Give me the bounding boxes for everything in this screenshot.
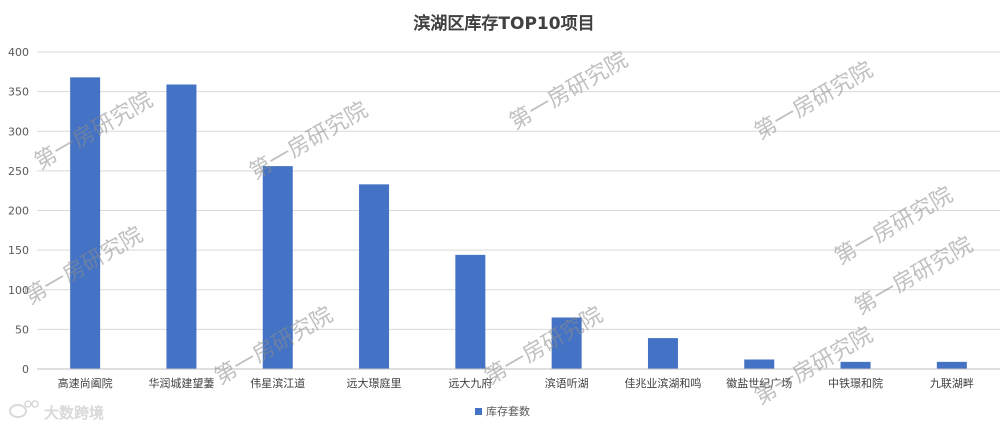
bar: [647, 338, 678, 369]
gridlines: [37, 51, 1000, 330]
y-tick-label: 200: [8, 205, 29, 218]
x-category-label: 华润城建望萋: [148, 376, 214, 390]
y-tick-label: 150: [8, 244, 29, 257]
x-category-label: 佳兆业滨湖和鸣: [624, 376, 701, 390]
x-axis-categories: 高速尚阖院 华润城建望萋 伟星滨江道 远大璟庭里 远大九府 滨语听湖 佳兆业滨湖和鸣 徽盐世纪…: [58, 376, 974, 390]
watermark-text: 第一房研究院: [246, 98, 373, 186]
bar: [744, 359, 775, 369]
y-tick-label: 400: [8, 46, 29, 59]
bar: [166, 84, 197, 370]
bar: [455, 254, 486, 369]
y-tick-label: 50: [15, 323, 29, 336]
legend-swatch: [475, 408, 482, 415]
x-category-label: 中铁璟和院: [828, 376, 883, 390]
x-category-label: 伟星滨江道: [250, 376, 305, 390]
x-category-label: 九联湖畔: [930, 377, 974, 390]
bars: [70, 77, 967, 370]
legend: 库存套数: [475, 404, 530, 418]
bar: [936, 361, 967, 369]
legend-label: 库存套数: [486, 404, 530, 418]
chart-title: 滨湖区库存TOP10项目: [413, 13, 594, 34]
bar: [359, 184, 390, 369]
bar: [840, 361, 871, 369]
x-category-label: 徽盐世纪广场: [726, 376, 792, 390]
weibo-icon: [9, 400, 39, 418]
y-tick-label: 300: [8, 125, 29, 138]
brand-text: 大数跨境: [44, 404, 104, 422]
bar: [262, 166, 293, 369]
y-tick-label: 100: [8, 284, 29, 297]
y-tick-label: 350: [8, 86, 29, 99]
bar: [70, 77, 101, 370]
y-tick-label: 250: [8, 165, 29, 178]
x-category-label: 远大九府: [448, 376, 492, 390]
x-category-label: 滨语听湖: [545, 376, 589, 390]
y-tick-label: 0: [22, 363, 29, 376]
x-category-label: 远大璟庭里: [347, 376, 402, 390]
brand-watermark: 大数跨境: [9, 400, 104, 422]
y-axis-ticks: 0 50 100 150 200 250 300 350 400: [8, 46, 29, 376]
watermark-text: 第一房研究院: [751, 58, 878, 146]
x-category-label: 高速尚阖院: [58, 376, 113, 390]
bar: [551, 317, 582, 369]
